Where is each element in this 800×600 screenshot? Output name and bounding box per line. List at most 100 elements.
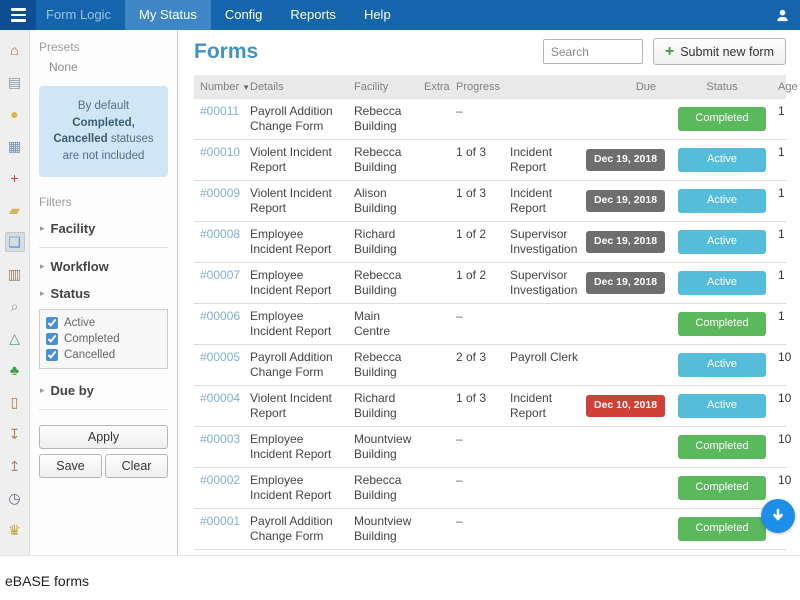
book-icon[interactable]: ▯ [10,394,19,410]
table-header: Number ▼ Details Facility Extra Progress … [194,75,798,99]
preset-value[interactable]: None [49,60,78,74]
form-status: Completed [672,435,772,459]
checkbox-row-completed[interactable]: Completed [46,331,161,347]
save-button[interactable]: Save [39,453,102,478]
table-row: #00005 Payroll Addition Change Form Rebecc… [194,345,791,386]
form-step-name [498,432,580,462]
form-number-link[interactable]: #00008 [200,227,241,241]
hardhat-icon[interactable]: ● [10,106,19,122]
checkbox-row-active[interactable]: Active [46,315,161,331]
nav-tabs: My Status Config Reports Help [125,0,405,30]
status-badge: Active [678,148,766,172]
menu-icon[interactable] [0,0,36,30]
col-header-number[interactable]: Number ▼ [200,81,251,93]
search-document-icon[interactable]: ⌕ [10,298,19,314]
lab-icon[interactable]: △ [9,330,20,346]
submit-new-form-label: Submit new form [680,44,774,59]
form-extra [418,145,450,175]
form-step-name [498,473,580,503]
image-caption: eBASE forms [5,573,90,589]
col-header-details[interactable]: Details [250,81,284,93]
home-icon[interactable]: ⌂ [10,42,19,58]
col-header-status[interactable]: Status [706,81,738,93]
form-number-link[interactable]: #00007 [200,268,241,282]
col-header-age[interactable]: Age [778,81,798,93]
forms-icon[interactable]: ❏ [4,232,25,252]
clock-icon[interactable]: ◷ [8,490,21,506]
checkbox-row-cancelled[interactable]: Cancelled [46,347,161,363]
status-notice: By default Completed, Cancelled statuses… [39,86,168,177]
col-header-due[interactable]: Due [635,81,656,93]
nav-tab-help[interactable]: Help [363,7,391,22]
status-badge: Completed [678,517,766,541]
clipboard-icon[interactable]: ▥ [7,266,22,282]
documents-icon[interactable]: ▤ [7,74,22,90]
form-age: 1 [778,268,785,282]
status-badge: Completed [678,476,766,500]
table-row: #00011 Payroll Addition Change Form Rebecc… [194,99,786,140]
filter-group-status[interactable]: ▸ Status [39,280,168,307]
form-details: Employee Incident Report [250,473,332,502]
col-header-facility[interactable]: Facility [354,81,389,93]
clear-button[interactable]: Clear [105,453,168,478]
app-window: Form Logic My Status Config Reports Help ⌂ ▤… [0,0,800,556]
checkbox-cancelled[interactable] [46,348,58,361]
form-number-link[interactable]: #00003 [200,432,241,446]
form-number-link[interactable]: #00004 [200,391,241,405]
checkbox-completed[interactable] [46,332,58,345]
form-facility: Alison Building [354,186,397,215]
form-step-name: Incident Report [510,391,553,420]
award-icon[interactable]: ♛ [8,522,21,538]
table-row: #00003 Employee Incident Report Mountview … [194,427,791,468]
form-extra [418,514,450,544]
form-details: Employee Incident Report [250,309,332,338]
col-header-progress[interactable]: Progress [456,81,501,93]
devices-icon[interactable]: ▦ [7,138,22,154]
form-number-link[interactable]: #00011 [200,104,240,118]
form-number-link[interactable]: #00001 [200,514,241,528]
export-box-icon[interactable]: ↥ [8,458,21,474]
filter-group-facility[interactable]: ▸ Facility [39,215,168,242]
form-progress: 2 of 3 [456,350,487,364]
filter-group-workflow[interactable]: ▸ Workflow [39,253,168,280]
scroll-down-button[interactable] [761,499,795,533]
form-extra [418,473,450,503]
form-number-link[interactable]: #00006 [200,309,241,323]
nav-tab-reports[interactable]: Reports [290,7,336,22]
form-status: Completed [672,312,772,336]
puzzle-icon[interactable]: ♣ [9,362,20,378]
filter-group-due-by[interactable]: ▸ Due by [39,377,168,404]
divider [39,246,168,248]
import-box-icon[interactable]: ↧ [8,426,21,442]
form-details: Payroll Addition Change Form [250,104,333,133]
due-date-badge: Dec 19, 2018 [586,272,666,294]
checkbox-active[interactable] [46,316,58,329]
filter-actions: Save Clear [39,453,168,478]
folder-icon[interactable]: ▰ [9,202,20,218]
form-facility: Rebecca Building [354,473,402,502]
table-row: #00010 Violent Incident Report Rebecca Bui… [194,140,786,181]
form-facility: Rebecca Building [354,104,402,133]
nav-tab-config[interactable]: Config [224,7,263,22]
divider [39,408,168,410]
form-extra [418,227,450,257]
form-status: Active [672,148,772,172]
first-aid-icon[interactable]: + [10,170,19,186]
apply-button[interactable]: Apply [39,424,168,449]
nav-tab-my-status[interactable]: My Status [125,0,211,30]
icon-sidebar: ⌂ ▤ ● ▦ + ▰ ❏ ▥ ⌕ △ ♣ ▯ ↧ ↥ ◷ ♛ [0,30,30,555]
table-row: #00002 Employee Incident Report Rebecca Bu… [194,468,791,509]
form-number-link[interactable]: #00010 [200,145,241,159]
form-progress: 1 of 2 [456,227,487,241]
page-title: Forms [194,39,259,63]
due-date-badge-overdue: Dec 10, 2018 [586,395,666,417]
form-number-link[interactable]: #00005 [200,350,241,364]
submit-new-form-button[interactable]: + Submit new form [652,38,786,65]
form-status: Completed [672,107,772,131]
col-header-extra[interactable]: Extra [424,81,450,93]
form-number-link[interactable]: #00002 [200,473,241,487]
chevron-right-icon: ▸ [40,222,45,233]
user-icon[interactable] [775,0,790,30]
search-input[interactable] [542,39,643,64]
form-number-link[interactable]: #00009 [200,186,241,200]
